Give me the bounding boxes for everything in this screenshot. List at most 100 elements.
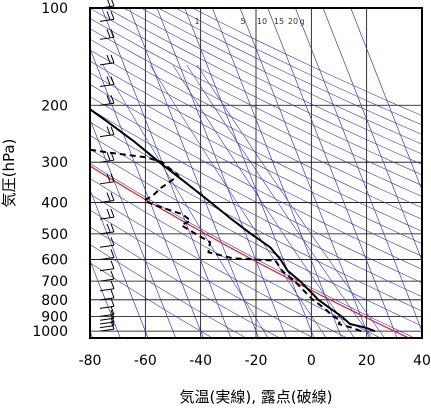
barb-shaft — [99, 305, 115, 309]
barb-flag — [110, 223, 115, 233]
wind-barb — [99, 95, 115, 106]
mixing-ratio-labels: 1 5 10 15 20 g — [194, 17, 304, 26]
barb-flag — [110, 11, 115, 20]
dry-adiabat — [90, 226, 280, 338]
wind-barb — [99, 280, 115, 292]
barb-shaft — [99, 244, 115, 248]
barb-shaft — [99, 325, 115, 329]
isotherm — [350, 8, 422, 191]
barb-shaft — [99, 328, 115, 332]
wind-barb — [99, 192, 115, 204]
wind-barb — [99, 54, 115, 66]
barb-flag — [110, 289, 115, 299]
y-tick-label: 500 — [41, 227, 68, 243]
dry-adiabat — [90, 8, 422, 176]
barb-flag — [110, 280, 115, 289]
barb-flag — [106, 208, 111, 218]
mixing-ratio-line — [149, 64, 327, 338]
barb-shaft — [99, 313, 115, 317]
barb-shaft — [99, 200, 115, 204]
x-tick-label: -40 — [189, 353, 212, 369]
dry-adiabat — [175, 8, 422, 126]
isotherm — [90, 118, 177, 338]
mixing-ratio-label: 5 — [240, 17, 245, 26]
dry-adiabat — [90, 96, 422, 270]
barb-shaft — [99, 181, 115, 185]
x-tick-label: -80 — [79, 353, 102, 369]
wind-barb — [99, 0, 115, 9]
mixing-ratio-label: g — [299, 17, 304, 26]
wind-barb — [99, 249, 115, 260]
dry-adiabat — [90, 18, 422, 186]
y-tick-label: 700 — [41, 274, 68, 290]
dry-adiabat — [90, 262, 213, 338]
x-tick-labels: -80 -60 -40 -20 0 20 40 — [79, 353, 431, 369]
barb-shaft — [99, 297, 115, 301]
y-tick-label: 300 — [41, 155, 68, 171]
dry-adiabat — [90, 193, 348, 338]
isotherm — [212, 8, 343, 338]
y-tick-label: 600 — [41, 252, 68, 268]
isotherm — [90, 188, 149, 338]
dry-adiabat — [90, 38, 422, 209]
dry-adiabat — [106, 8, 422, 165]
barb-flag — [106, 29, 111, 38]
isotherm — [295, 8, 422, 333]
dry-adiabat — [90, 135, 422, 312]
dry-adiabat — [140, 8, 422, 145]
barb-shaft — [99, 231, 115, 235]
wind-barb — [99, 270, 115, 282]
barb-flag — [110, 126, 115, 135]
x-tick-label: -20 — [245, 353, 268, 369]
barb-flag — [106, 173, 111, 182]
barb-flag — [106, 152, 111, 161]
mixing-ratio-line — [196, 64, 385, 338]
wind-barb — [99, 173, 115, 185]
x-tick-label: 0 — [307, 353, 316, 369]
dry-adiabat — [90, 72, 422, 244]
x-tick-label: 40 — [413, 353, 431, 369]
barb-flag — [110, 208, 115, 218]
barb-flag — [106, 223, 111, 233]
y-tick-label: 1000 — [32, 324, 68, 340]
barb-shaft — [99, 36, 115, 40]
y-tick-label: 400 — [41, 196, 68, 212]
barb-flag — [110, 306, 115, 315]
wind-barb — [99, 289, 115, 301]
dry-adiabat — [192, 8, 422, 116]
wind-barb — [99, 152, 115, 163]
x-tick-label: -60 — [134, 353, 157, 369]
dry-adiabat — [90, 121, 422, 298]
barb-flag — [110, 298, 115, 307]
wind-barb — [99, 76, 115, 88]
isotherm — [90, 47, 204, 338]
parcel-adiabat — [90, 165, 410, 338]
barb-flag — [110, 29, 115, 38]
wind-barb — [99, 237, 115, 248]
barb-shaft — [99, 317, 115, 321]
barb-flag — [106, 54, 111, 64]
y-tick-label: 800 — [41, 293, 68, 309]
plot-frame — [89, 7, 423, 339]
barb-flag — [106, 192, 111, 201]
barb-shaft — [99, 84, 115, 88]
mixing-ratio-label: 20 — [288, 17, 298, 26]
dry-adiabat — [90, 209, 314, 338]
barb-flag — [110, 237, 115, 246]
barb-flag — [110, 270, 115, 280]
barb-shaft — [99, 288, 115, 292]
barb-shaft — [99, 256, 115, 260]
mixing-ratio-line — [172, 64, 355, 338]
wind-barb — [99, 298, 115, 309]
barb-flag — [107, 0, 111, 7]
dry-adiabat — [123, 8, 422, 155]
y-tick-label: 100 — [41, 1, 68, 17]
isotherm — [129, 8, 260, 338]
wind-barb — [99, 29, 115, 40]
barb-shaft — [99, 18, 115, 22]
y-tick-label: 900 — [41, 309, 68, 325]
barb-flag — [106, 126, 111, 135]
barb-shaft — [99, 278, 115, 282]
mixing-ratio-line — [186, 64, 373, 338]
